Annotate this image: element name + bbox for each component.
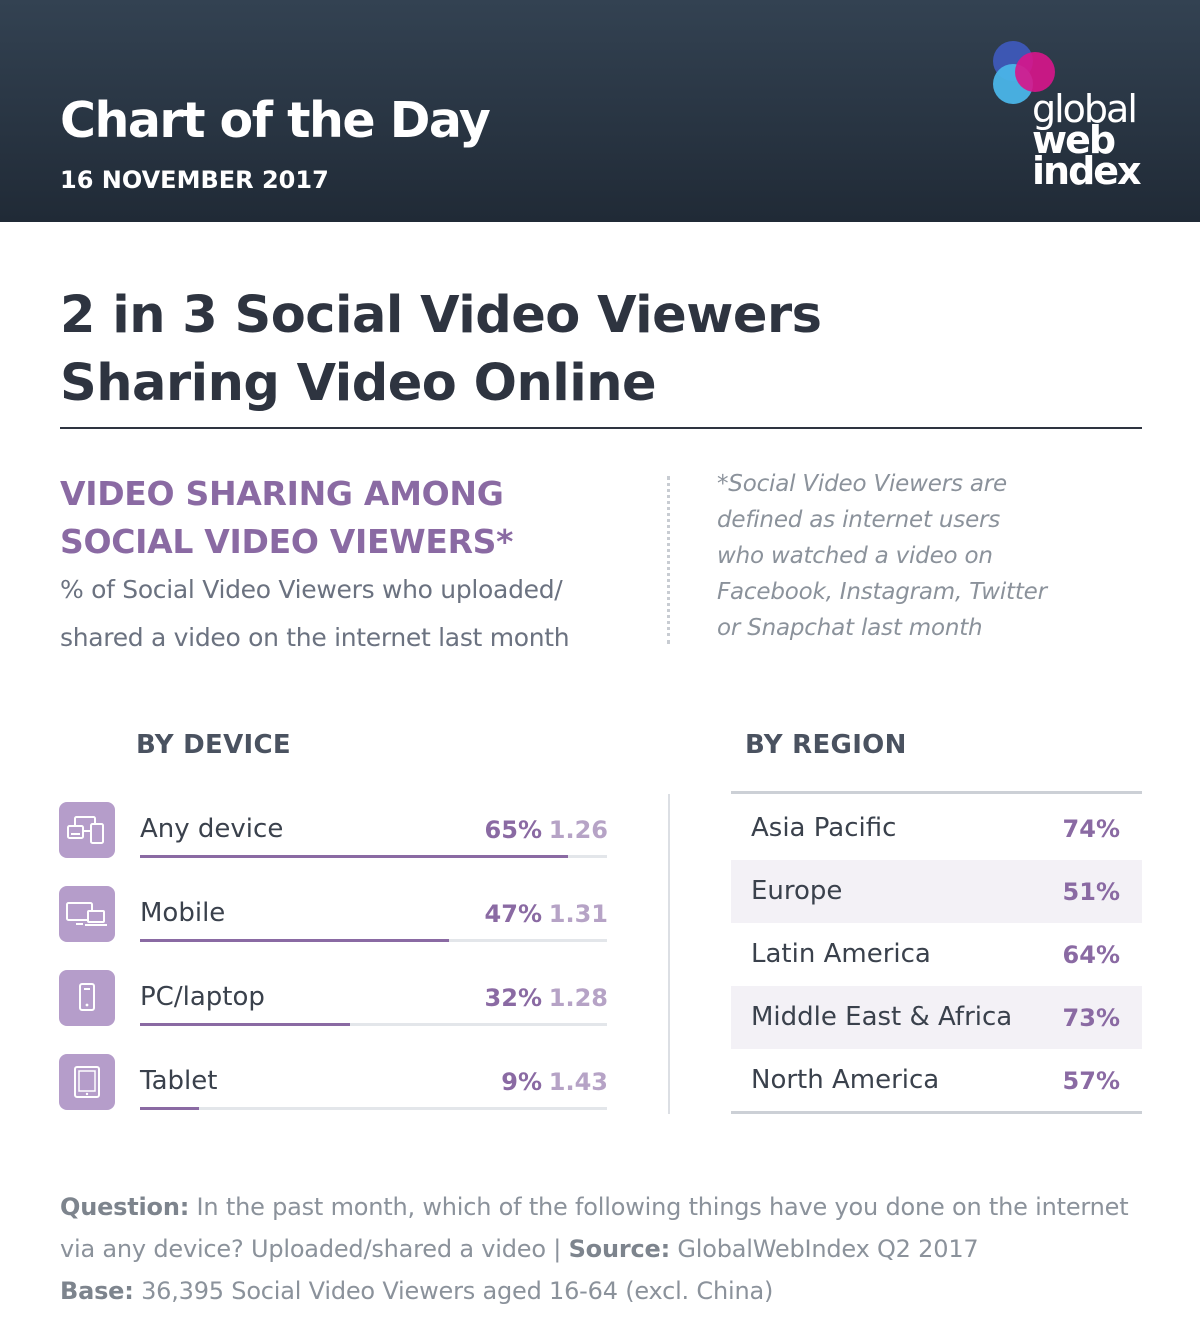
section-title-line1: VIDEO SHARING AMONG xyxy=(60,474,504,513)
header-banner: Chart of the Day 16 NOVEMBER 2017 global… xyxy=(0,0,1200,222)
base-note: Base: 36,395 Social Video Viewers aged 1… xyxy=(60,1270,1150,1312)
device-index-label: 1.28 xyxy=(548,984,608,1012)
section-subtitle-line2: shared a video on the internet last mont… xyxy=(60,623,570,652)
region-value-label: 51% xyxy=(1062,878,1120,906)
question-label: Question: xyxy=(60,1193,190,1221)
device-index-label: 1.31 xyxy=(548,900,608,928)
base-label: Base: xyxy=(60,1277,134,1305)
main-title: 2 in 3 Social Video Viewers Sharing Vide… xyxy=(60,282,1140,418)
logo-wordmark: global web index xyxy=(1032,87,1142,194)
device-value-label: 65% xyxy=(484,816,542,844)
region-value-label: 73% xyxy=(1062,1004,1120,1032)
definition-footnote: *Social Video Viewers are defined as int… xyxy=(717,466,1137,646)
device-bar xyxy=(140,1023,350,1026)
brand-logo: global web index xyxy=(992,40,1152,200)
device-index-label: 1.43 xyxy=(548,1068,608,1096)
question-text: In the past month, which of the followin… xyxy=(60,1193,1129,1263)
region-value-label: 74% xyxy=(1062,815,1120,843)
base-text: 36,395 Social Video Viewers aged 16-64 (… xyxy=(133,1277,774,1305)
device-label: PC/laptop xyxy=(140,982,265,1012)
device-bar-track xyxy=(140,1107,607,1110)
device-bar xyxy=(140,1107,199,1110)
region-label: North America xyxy=(751,1065,940,1095)
section-title: VIDEO SHARING AMONG SOCIAL VIDEO VIEWERS… xyxy=(60,470,620,566)
logo-word-index: index xyxy=(1032,149,1142,194)
section-subtitle-line1: % of Social Video Viewers who uploaded/ xyxy=(60,575,563,604)
tablet-icon xyxy=(59,1054,115,1110)
region-label: Asia Pacific xyxy=(751,813,897,843)
region-table-top-rule xyxy=(731,791,1142,794)
region-row: Latin America 64% xyxy=(731,923,1142,986)
logo-word-global: global xyxy=(1032,87,1138,131)
region-row: North America 57% xyxy=(731,1049,1142,1112)
device-bar xyxy=(140,855,568,858)
logo-circles-icon xyxy=(993,41,1055,104)
dotted-divider xyxy=(667,476,670,644)
multi-device-icon xyxy=(59,802,115,858)
device-label: Any device xyxy=(140,814,284,844)
source-text: GlobalWebIndex Q2 2017 xyxy=(669,1235,979,1263)
smartphone-icon xyxy=(59,970,115,1026)
device-bar-track xyxy=(140,939,607,942)
region-label: Latin America xyxy=(751,939,931,969)
footnote-line5: or Snapchat last month xyxy=(717,615,983,641)
notes-block: Question: In the past month, which of th… xyxy=(60,1186,1150,1312)
device-value-label: 47% xyxy=(484,900,542,928)
device-value-label: 9% xyxy=(501,1068,542,1096)
region-row: Asia Pacific 74% xyxy=(731,797,1142,860)
header-date: 16 NOVEMBER 2017 xyxy=(60,166,329,194)
by-region-heading: BY REGION xyxy=(745,730,907,760)
desktop-laptop-icon xyxy=(59,886,115,942)
source-label: Source: xyxy=(568,1235,671,1263)
device-label: Mobile xyxy=(140,898,226,928)
by-device-heading: BY DEVICE xyxy=(136,730,291,760)
region-table: Asia Pacific 74% Europe 51% Latin America 64%… xyxy=(731,797,1142,1111)
section-subtitle: % of Social Video Viewers who uploaded/ … xyxy=(60,566,660,662)
device-index-label: 1.26 xyxy=(548,816,608,844)
device-value-label: 32% xyxy=(484,984,542,1012)
footnote-line1: *Social Video Viewers are xyxy=(717,471,1007,497)
region-label: Europe xyxy=(751,876,843,906)
device-bar-track xyxy=(140,1023,607,1026)
footnote-line2: defined as internet users xyxy=(717,507,1001,533)
device-label: Tablet xyxy=(140,1066,218,1096)
main-title-line1: 2 in 3 Social Video Viewers xyxy=(60,286,822,345)
footnote-line3: who watched a video on xyxy=(717,543,993,569)
footnote-line4: Facebook, Instagram, Twitter xyxy=(717,579,1047,605)
device-bar-track xyxy=(140,855,607,858)
logo-word-web: web xyxy=(1032,118,1116,163)
column-divider xyxy=(668,794,670,1114)
note-separator: | xyxy=(545,1235,569,1263)
title-divider xyxy=(60,427,1142,429)
region-row: Middle East & Africa 73% xyxy=(731,986,1142,1049)
main-title-line2: Sharing Video Online xyxy=(60,354,657,413)
region-table-bottom-rule xyxy=(731,1111,1142,1114)
device-bar xyxy=(140,939,449,942)
region-row: Europe 51% xyxy=(731,860,1142,923)
region-value-label: 64% xyxy=(1062,941,1120,969)
region-value-label: 57% xyxy=(1062,1067,1120,1095)
section-title-line2: SOCIAL VIDEO VIEWERS* xyxy=(60,522,514,561)
region-label: Middle East & Africa xyxy=(751,1002,1013,1032)
question-source-note: Question: In the past month, which of th… xyxy=(60,1186,1150,1270)
header-title: Chart of the Day xyxy=(60,92,491,149)
